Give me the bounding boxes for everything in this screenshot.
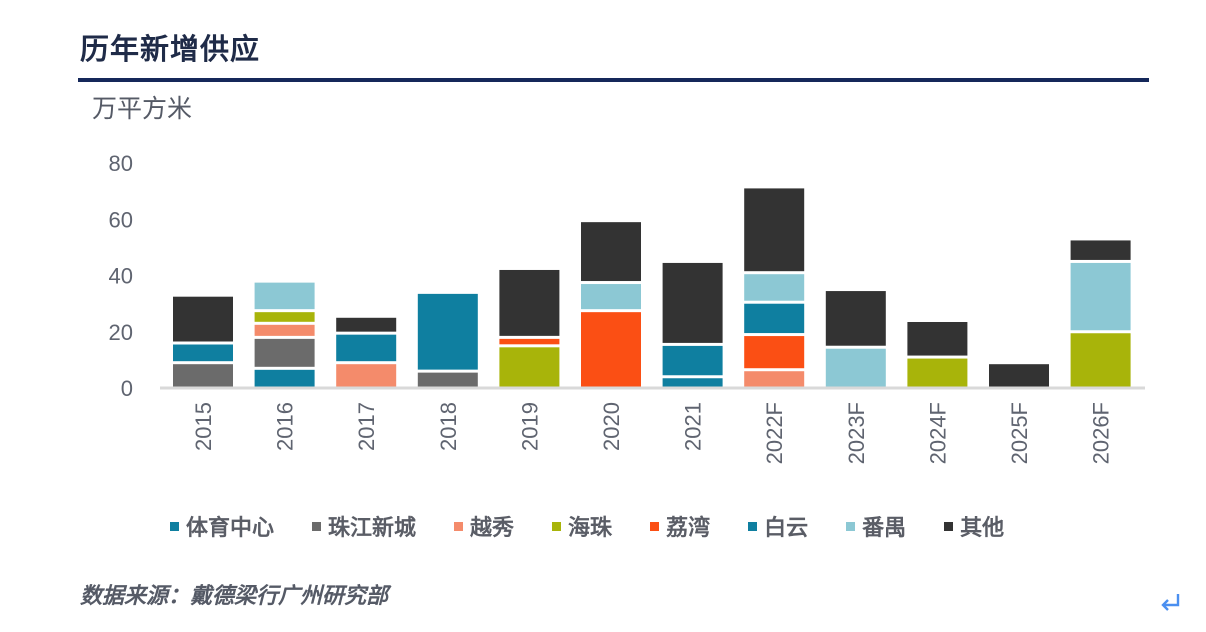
x-tick-label: 2020 bbox=[599, 402, 624, 451]
bar-segment-2015-白云 bbox=[173, 344, 233, 362]
bar-segment-2021-体育中心 bbox=[662, 378, 723, 387]
y-axis-unit-label: 万平方米 bbox=[92, 94, 193, 123]
x-tick-label: 2026F bbox=[1089, 402, 1114, 464]
return-arrow-icon bbox=[1161, 594, 1180, 611]
bar-segment-2020-荔湾 bbox=[581, 312, 641, 387]
legend-item: 越秀 bbox=[454, 510, 514, 542]
bar-segment-2017-其他 bbox=[336, 317, 397, 332]
x-tick-label: 2016 bbox=[273, 402, 298, 451]
bar-segment-2016-番禺 bbox=[254, 282, 315, 310]
bar-segment-2018-珠江新城 bbox=[417, 372, 478, 387]
bar-segment-2024F-其他 bbox=[907, 322, 968, 356]
y-axis-ticks: 0 20 40 60 80 bbox=[109, 151, 133, 401]
legend-item: 体育中心 bbox=[170, 510, 274, 542]
title-divider bbox=[78, 78, 1149, 82]
legend-swatch bbox=[454, 521, 464, 531]
y-tick-label: 60 bbox=[109, 207, 133, 232]
x-axis-ticks: 2015 2016 2017 2018 2019 2020 2021 2022F 2023F 20… bbox=[191, 402, 1114, 464]
legend-item: 白云 bbox=[748, 510, 808, 542]
legend-item: 其他 bbox=[944, 510, 1004, 542]
legend-label: 其他 bbox=[960, 516, 1005, 541]
bar-segment-2022F-越秀 bbox=[744, 371, 805, 387]
bar-segment-2015-其他 bbox=[173, 296, 233, 342]
legend-swatch bbox=[944, 521, 954, 531]
bar-segment-2017-白云 bbox=[336, 334, 397, 362]
x-tick-label: 2018 bbox=[436, 402, 461, 451]
bar-segment-2023F-番禺 bbox=[825, 348, 886, 387]
bar-segment-2015-珠江新城 bbox=[173, 364, 233, 387]
legend-swatch bbox=[650, 521, 660, 531]
bar-segment-2022F-荔湾 bbox=[744, 336, 805, 369]
legend-swatch bbox=[170, 521, 179, 531]
x-tick-label: 2024F bbox=[925, 402, 950, 464]
x-tick-label: 2023F bbox=[844, 402, 869, 464]
legend-swatch bbox=[748, 521, 758, 531]
x-tick-label: 2019 bbox=[517, 402, 542, 451]
legend-label: 越秀 bbox=[470, 516, 515, 541]
bar-segment-2022F-番禺 bbox=[744, 274, 805, 301]
legend-label: 荔湾 bbox=[666, 516, 711, 541]
legend-item: 珠江新城 bbox=[312, 510, 416, 542]
bar-segment-2016-体育中心 bbox=[254, 369, 315, 387]
bar-segment-2018-白云 bbox=[417, 293, 478, 370]
bars bbox=[173, 188, 1131, 387]
legend-item: 荔湾 bbox=[650, 510, 710, 542]
bar-segment-2016-越秀 bbox=[254, 324, 315, 336]
bar-segment-2025F-其他 bbox=[989, 364, 1049, 387]
y-tick-label: 40 bbox=[109, 264, 133, 289]
bar-segment-2026F-番禺 bbox=[1070, 262, 1131, 331]
legend-item: 海珠 bbox=[552, 510, 612, 542]
legend: 体育中心 珠江新城 越秀 海珠 荔湾 白云 番禺 其他 bbox=[170, 510, 1042, 542]
bar-segment-2020-番禺 bbox=[581, 284, 641, 310]
legend-swatch bbox=[846, 521, 856, 531]
bar-segment-2023F-其他 bbox=[825, 291, 886, 346]
bar-segment-2022F-其他 bbox=[744, 188, 805, 272]
legend-swatch bbox=[312, 521, 322, 531]
bar-segment-2019-其他 bbox=[499, 269, 560, 336]
x-tick-label: 2017 bbox=[354, 402, 379, 451]
y-tick-label: 80 bbox=[109, 151, 133, 176]
y-tick-label: 20 bbox=[109, 320, 133, 345]
chart-title: 历年新增供应 bbox=[80, 32, 261, 66]
bar-segment-2021-白云 bbox=[662, 345, 723, 376]
x-tick-label: 2022F bbox=[762, 402, 787, 464]
legend-label: 体育中心 bbox=[186, 516, 275, 541]
bar-segment-2016-海珠 bbox=[254, 312, 315, 322]
bar-segment-2019-海珠 bbox=[499, 347, 560, 387]
x-tick-label: 2025F bbox=[1007, 402, 1032, 464]
bar-segment-2022F-白云 bbox=[744, 303, 805, 334]
x-tick-label: 2021 bbox=[681, 402, 706, 451]
legend-label: 珠江新城 bbox=[328, 516, 417, 541]
bar-segment-2026F-其他 bbox=[1070, 240, 1131, 260]
bar-segment-2024F-海珠 bbox=[907, 358, 968, 387]
bar-segment-2016-珠江新城 bbox=[254, 338, 315, 367]
bar-segment-2019-荔湾 bbox=[499, 338, 560, 345]
legend-swatch bbox=[552, 521, 562, 531]
bar-segment-2017-越秀 bbox=[336, 364, 397, 387]
bar-segment-2026F-海珠 bbox=[1070, 333, 1131, 387]
y-tick-label: 0 bbox=[121, 376, 133, 401]
legend-label: 番禺 bbox=[862, 516, 907, 541]
bar-segment-2020-其他 bbox=[581, 222, 641, 282]
data-source-note: 数据来源：戴德梁行广州研究部 bbox=[80, 584, 389, 609]
legend-item: 番禺 bbox=[846, 510, 906, 542]
legend-label: 白云 bbox=[764, 516, 809, 541]
legend-label: 海珠 bbox=[568, 516, 613, 541]
x-tick-label: 2015 bbox=[191, 402, 216, 451]
bar-segment-2021-其他 bbox=[662, 262, 723, 343]
